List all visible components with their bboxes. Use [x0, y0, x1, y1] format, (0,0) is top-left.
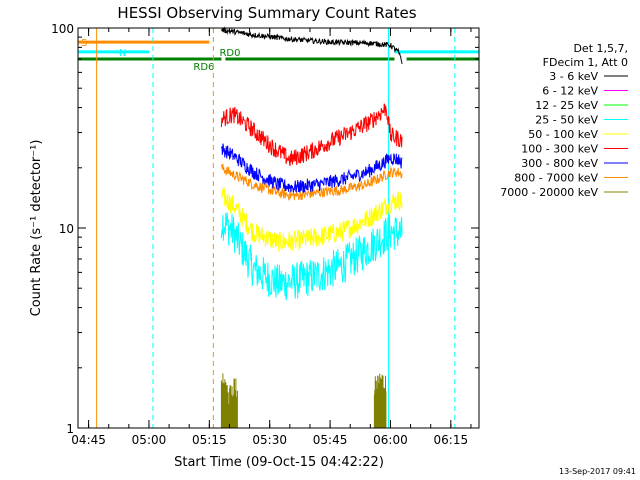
legend-label-7: 800 - 7000 keV: [514, 172, 598, 185]
legend-header-detectors: Det 1,5,7,: [573, 42, 628, 55]
plot-frame: [77, 27, 480, 429]
x-tick-label-2: 05:15: [192, 433, 227, 447]
series-layer: [220, 26, 403, 428]
x-axis: 04:45 05:00 05:15 05:30 05:45 06:00 06:15: [71, 28, 472, 447]
x-tick-label-6: 06:15: [434, 433, 469, 447]
legend-label-0: 3 - 6 keV: [549, 70, 598, 83]
series-50-100-kev: [221, 187, 403, 253]
flag-label-n: N: [119, 48, 126, 59]
chart-title: HESSI Observing Summary Count Rates: [117, 4, 416, 22]
y-tick-label-0: 1: [66, 422, 74, 436]
series-3-6-kev: [220, 26, 403, 64]
series-300-800-kev: [220, 143, 403, 194]
flag-layer: S N RD6 RD0: [78, 38, 479, 73]
flag-label-rd6: RD6: [193, 62, 214, 73]
y-axis-label: Count Rate (s⁻¹ detector⁻¹): [29, 140, 44, 317]
legend-header-decimation: FDecim 1, Att 0: [543, 56, 628, 69]
series-800-7000-kev: [220, 163, 403, 201]
legend-label-8: 7000 - 20000 keV: [500, 186, 598, 199]
legend-label-1: 6 - 12 keV: [542, 85, 598, 98]
series-100-300-kev: [220, 103, 403, 167]
x-tick-label-1: 05:00: [132, 433, 167, 447]
x-tick-label-5: 06:00: [373, 433, 408, 447]
y-tick-label-2: 100: [51, 22, 74, 36]
legend-label-5: 100 - 300 keV: [521, 143, 598, 156]
series-25-50-kev: [220, 212, 403, 301]
y-tick-label-1: 10: [59, 222, 74, 236]
x-tick-label-0: 04:45: [71, 433, 106, 447]
flag-label-s: S: [81, 38, 87, 49]
legend-label-3: 25 - 50 keV: [535, 114, 598, 127]
series-7000-20000-kev: [220, 373, 387, 428]
x-tick-label-3: 05:30: [252, 433, 287, 447]
x-axis-label: Start Time (09-Oct-15 04:42:22): [174, 455, 384, 470]
legend-label-6: 300 - 800 keV: [521, 157, 598, 170]
x-tick-label-4: 05:45: [313, 433, 348, 447]
legend-label-2: 12 - 25 keV: [535, 99, 598, 112]
legend-label-4: 50 - 100 keV: [528, 128, 598, 141]
footer-timestamp: 13-Sep-2017 09:41: [559, 467, 636, 476]
flag-label-rd0: RD0: [219, 48, 240, 59]
y-axis: 1 10 100: [51, 22, 479, 436]
